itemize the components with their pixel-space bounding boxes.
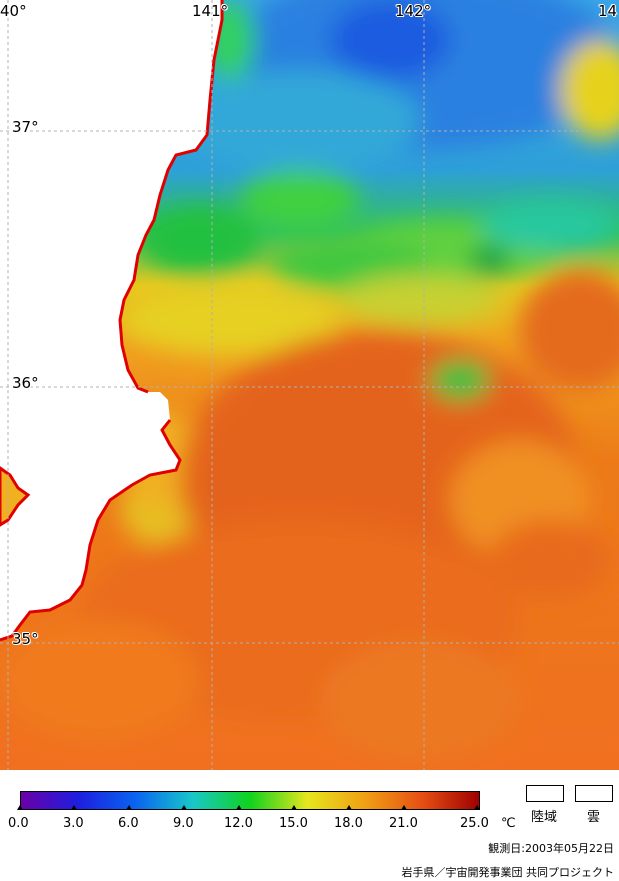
lon-label-143: 14	[598, 2, 618, 20]
coastline	[0, 0, 224, 642]
land-peninsula	[0, 466, 31, 527]
temperature-field	[0, 0, 619, 760]
cloud-label: 雲	[587, 810, 601, 825]
tick-label-15: 15.0	[279, 816, 308, 831]
tick-label-12: 12.0	[224, 816, 253, 831]
tick-label-18: 18.0	[334, 816, 363, 831]
credit-text: 岩手県／宇宙開発事業団 共同プロジェクト	[401, 866, 615, 879]
lon-label-140: 40°	[0, 2, 27, 20]
tick-label-25: 25.0	[460, 816, 489, 831]
tick-mark	[401, 805, 407, 810]
tick-mark	[126, 805, 132, 810]
land-honshu	[0, 0, 222, 640]
tick-label-3: 3.0	[63, 816, 84, 831]
temperature-colorbar	[20, 791, 480, 810]
land-label: 陸域	[531, 810, 558, 825]
unit-label: ℃	[501, 816, 516, 831]
lon-label-142: 142°	[395, 2, 432, 20]
tick-mark	[474, 805, 480, 810]
tick-label-21: 21.0	[389, 816, 418, 831]
graticule	[0, 0, 619, 770]
temperature-map-svg	[0, 0, 619, 770]
tick-mark	[346, 805, 352, 810]
tick-mark	[17, 805, 23, 810]
legend-panel: 0.0 3.0 6.0 9.0 12.0 15.0 18.0 21.0 25.0…	[0, 770, 619, 881]
tick-mark	[236, 805, 242, 810]
observation-date: 観測日:2003年05月22日	[488, 842, 614, 855]
sea-surface-temperature-map: 40° 141° 142° 14 37° 36° 35°	[0, 0, 619, 770]
lat-label-36: 36°	[12, 374, 39, 392]
tick-mark	[181, 805, 187, 810]
tick-label-0: 0.0	[8, 816, 29, 831]
tick-label-6: 6.0	[118, 816, 139, 831]
tick-mark	[291, 805, 297, 810]
cloud-swatch	[575, 785, 613, 802]
lat-label-35: 35°	[12, 630, 39, 648]
tick-mark	[71, 805, 77, 810]
lon-label-141: 141°	[192, 2, 229, 20]
land-swatch	[526, 785, 564, 802]
lat-label-37: 37°	[12, 118, 39, 136]
tick-label-9: 9.0	[173, 816, 194, 831]
